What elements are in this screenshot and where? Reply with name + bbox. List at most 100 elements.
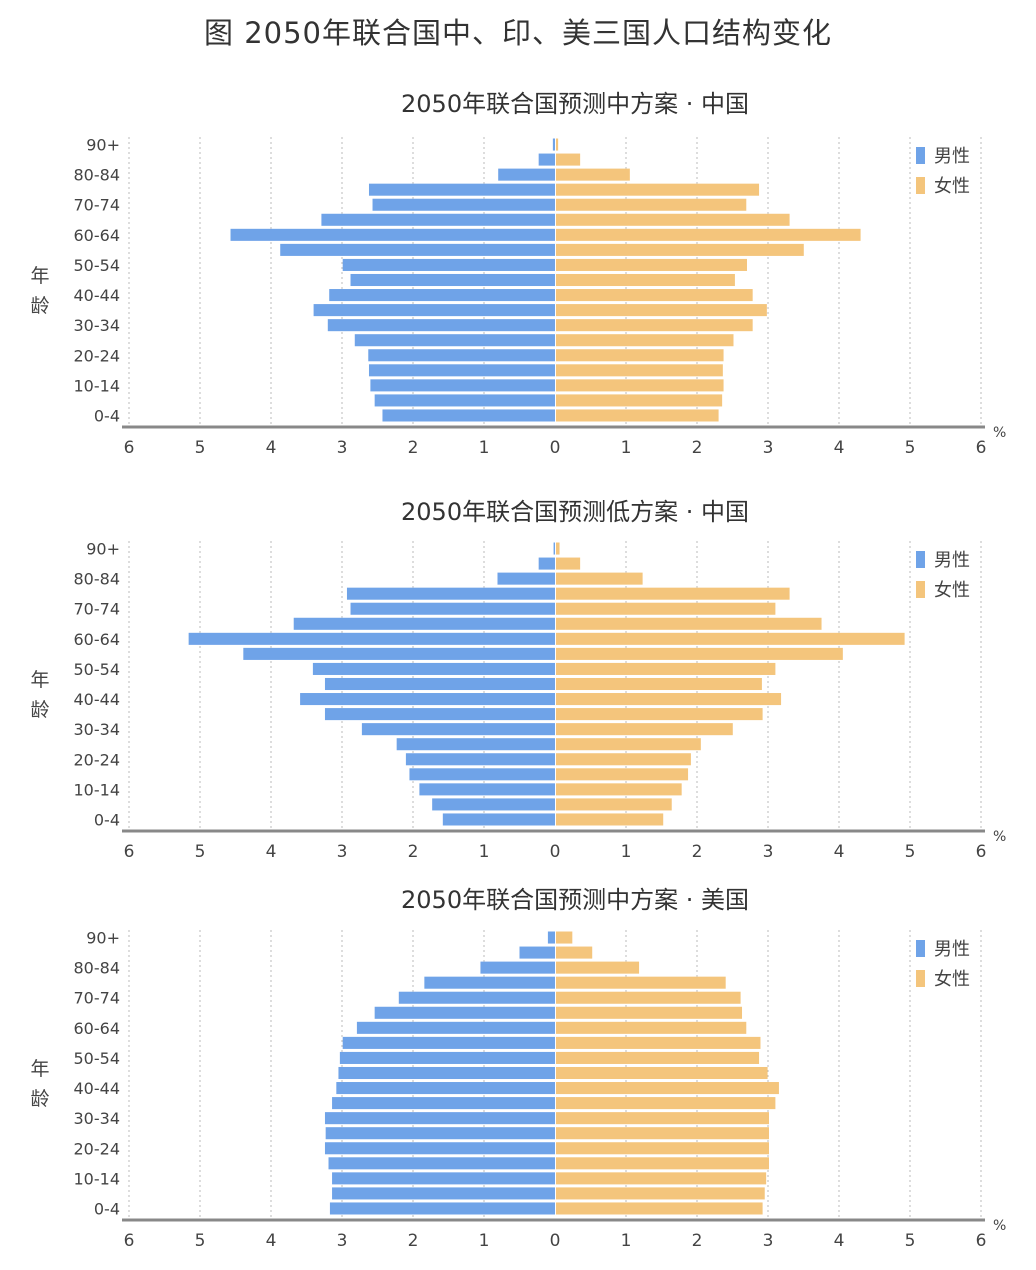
legend-swatch-male bbox=[916, 940, 925, 957]
bar-female-55-59 bbox=[556, 1036, 761, 1049]
y-tick-label: 30-34 bbox=[74, 316, 121, 335]
y-axis-label: 龄 bbox=[30, 295, 49, 317]
y-tick-label: 50-54 bbox=[74, 256, 121, 275]
bar-male-15-19 bbox=[409, 768, 555, 781]
bar-male-20-24 bbox=[405, 753, 555, 766]
x-tick-label: 3 bbox=[763, 1231, 774, 1251]
bar-male-65-69 bbox=[293, 617, 555, 630]
bar-female-75-79 bbox=[556, 976, 726, 989]
bar-male-70-74 bbox=[350, 602, 555, 615]
bar-male-30-34 bbox=[324, 1112, 555, 1125]
y-tick-label: 10-14 bbox=[74, 376, 121, 395]
bar-male-60-64 bbox=[188, 632, 555, 645]
bar-male-75-79 bbox=[346, 587, 555, 600]
y-tick-label: 70-74 bbox=[74, 196, 121, 215]
bar-male-35-39 bbox=[332, 1097, 555, 1110]
bar-female-5-9 bbox=[556, 798, 672, 811]
bar-male-50-54 bbox=[312, 662, 555, 675]
y-tick-label: 50-54 bbox=[74, 1049, 121, 1068]
bar-male-60-64 bbox=[230, 228, 555, 241]
x-tick-label: 1 bbox=[621, 1231, 632, 1251]
bar-male-90+ bbox=[547, 931, 555, 944]
bar-female-90+ bbox=[556, 138, 559, 151]
y-axis-label: 龄 bbox=[30, 699, 49, 721]
bar-male-45-49 bbox=[350, 273, 555, 287]
bar-female-40-44 bbox=[556, 289, 753, 302]
bar-male-25-29 bbox=[396, 738, 555, 751]
x-tick-label: 6 bbox=[124, 842, 135, 862]
bar-male-80-84 bbox=[498, 168, 555, 181]
bar-female-55-59 bbox=[556, 647, 843, 660]
bar-female-30-34 bbox=[556, 319, 753, 332]
legend-label: 女性 bbox=[934, 176, 970, 197]
x-tick-label: 1 bbox=[479, 438, 490, 458]
legend-label: 男性 bbox=[934, 939, 970, 960]
figure-title: 图 2050年联合国中、印、美三国人口结构变化 bbox=[203, 16, 833, 50]
bar-female-15-19 bbox=[556, 1157, 769, 1170]
bar-male-55-59 bbox=[342, 1036, 555, 1049]
bar-male-75-79 bbox=[368, 183, 555, 196]
bar-male-40-44 bbox=[300, 693, 555, 706]
y-tick-label: 40-44 bbox=[74, 1079, 121, 1098]
x-tick-label: 4 bbox=[834, 842, 845, 862]
bar-female-25-29 bbox=[556, 738, 701, 751]
y-tick-label: 90+ bbox=[86, 540, 120, 559]
x-tick-label: 3 bbox=[337, 1231, 348, 1251]
bar-male-25-29 bbox=[325, 1127, 555, 1140]
x-tick-label: 4 bbox=[834, 438, 845, 458]
bar-male-65-69 bbox=[321, 213, 555, 226]
y-tick-label: 50-54 bbox=[74, 660, 121, 679]
y-tick-label: 10-14 bbox=[74, 1169, 121, 1188]
bar-male-15-19 bbox=[328, 1157, 555, 1170]
y-tick-label: 70-74 bbox=[74, 989, 121, 1008]
bar-male-85-89 bbox=[538, 153, 555, 166]
x-tick-label: 5 bbox=[905, 1231, 916, 1251]
y-tick-label: 0-4 bbox=[94, 1199, 120, 1218]
x-tick-label: 0 bbox=[550, 842, 561, 862]
bar-female-30-34 bbox=[556, 1112, 769, 1125]
bar-female-45-49 bbox=[556, 273, 735, 287]
bar-female-75-79 bbox=[556, 183, 760, 196]
bar-female-75-79 bbox=[556, 587, 790, 600]
bar-female-15-19 bbox=[556, 768, 689, 781]
y-axis-label: 年 bbox=[30, 265, 49, 287]
y-tick-label: 0-4 bbox=[94, 810, 120, 829]
y-tick-label: 60-64 bbox=[74, 630, 121, 649]
bar-female-85-89 bbox=[556, 153, 581, 166]
y-tick-label: 40-44 bbox=[74, 690, 121, 709]
bar-female-5-9 bbox=[556, 394, 723, 407]
y-tick-label: 80-84 bbox=[74, 570, 121, 589]
bar-female-10-14 bbox=[556, 379, 724, 392]
bar-male-70-74 bbox=[372, 198, 555, 211]
bar-male-0-4 bbox=[442, 813, 555, 826]
bar-female-70-74 bbox=[556, 602, 776, 615]
legend-swatch-male bbox=[916, 147, 925, 164]
bar-male-30-34 bbox=[361, 723, 555, 736]
x-tick-label: 6 bbox=[976, 1231, 987, 1251]
x-tick-label: 6 bbox=[976, 842, 987, 862]
x-tick-label: 2 bbox=[408, 1231, 419, 1251]
bar-male-80-84 bbox=[497, 572, 555, 585]
x-tick-label: 5 bbox=[195, 1231, 206, 1251]
x-tick-label: 2 bbox=[692, 1231, 703, 1251]
x-tick-label: 3 bbox=[763, 842, 774, 862]
x-tick-label: 3 bbox=[337, 842, 348, 862]
bar-male-50-54 bbox=[339, 1051, 555, 1064]
bar-female-80-84 bbox=[556, 572, 643, 585]
x-tick-label: 6 bbox=[124, 1231, 135, 1251]
x-tick-label: 4 bbox=[834, 1231, 845, 1251]
x-tick-label: 4 bbox=[266, 842, 277, 862]
bar-male-10-14 bbox=[419, 783, 555, 796]
x-tick-label: 6 bbox=[976, 438, 987, 458]
bar-male-15-19 bbox=[368, 364, 555, 377]
y-tick-label: 30-34 bbox=[74, 1109, 121, 1128]
bar-female-65-69 bbox=[556, 617, 822, 630]
legend-label: 女性 bbox=[934, 969, 970, 990]
y-tick-label: 0-4 bbox=[94, 406, 120, 425]
bar-female-45-49 bbox=[556, 1066, 768, 1080]
bar-female-65-69 bbox=[556, 1006, 743, 1019]
y-axis-label: 年 bbox=[30, 669, 49, 691]
legend-swatch-female bbox=[916, 970, 925, 987]
bar-male-5-9 bbox=[374, 394, 555, 407]
